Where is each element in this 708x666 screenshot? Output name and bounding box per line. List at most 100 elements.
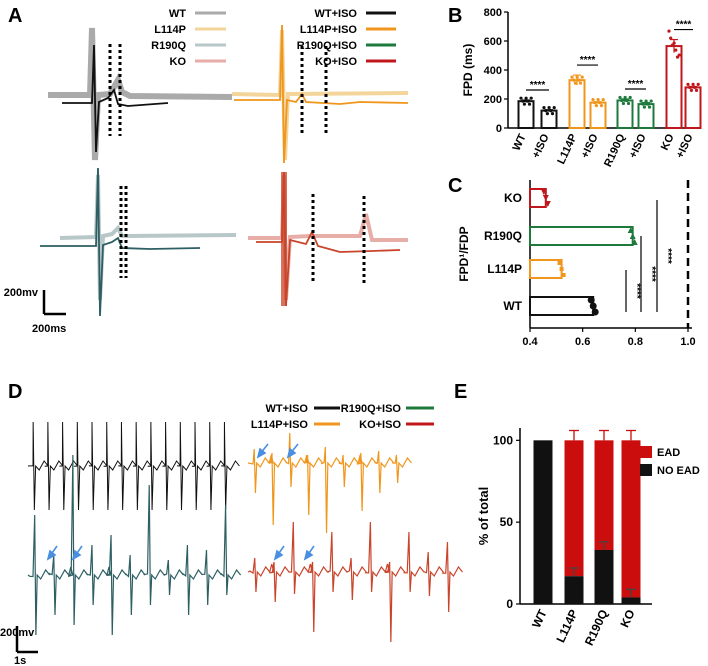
scalebar-d-voltage: 200mv (0, 627, 35, 639)
chart-c-point (631, 239, 638, 245)
chart-c-point (629, 233, 636, 239)
chart-b-point (625, 98, 629, 103)
chart-b-xtick-label: +ISO (530, 132, 552, 160)
chart-b-xtick-label: WT (511, 132, 529, 153)
scalebar-d-time: 1s (14, 655, 26, 666)
chart-b-point (667, 29, 671, 33)
chart-b-ytick-label: 600 (484, 36, 502, 48)
chart-b-bar (568, 79, 586, 129)
trace-wt (48, 27, 233, 161)
chart-b-point (547, 106, 551, 110)
chart-b-point (526, 99, 530, 103)
chart-e-bar-noead (621, 597, 641, 604)
chart-b-point (677, 53, 681, 57)
legend-a-ko: KO (170, 56, 187, 68)
panel-d-traces: WT+ISO L114P+ISO R190Q+ISO KO+ISO (0, 403, 463, 666)
ead-arrow-head (286, 447, 297, 459)
chart-b-bar (665, 45, 683, 130)
chart-c: 0.4 0.6 0.8 1.0 FPD¹/FDP KO R190Q L114P WT **** **… (457, 180, 696, 348)
trace-d-l114p-iso (247, 432, 412, 534)
chart-b-point (572, 78, 576, 82)
chart-b-point (689, 88, 694, 92)
chart-b-ytick-label: 400 (484, 65, 502, 77)
chart-b-point (577, 78, 581, 82)
chart-b-point (601, 98, 605, 102)
chart-b-point (527, 102, 532, 106)
chart-c-point (540, 189, 547, 195)
chart-b-point (621, 101, 626, 106)
chart-c-point (591, 308, 599, 316)
ead-arrows (46, 443, 315, 561)
chart-c-point (557, 261, 562, 265)
chart-c-bar (529, 226, 634, 246)
chart-e-xtick-label: L114P (553, 607, 580, 644)
ead-arrow-head (71, 549, 82, 561)
chart-e-bar-noead (564, 576, 584, 604)
chart-c-point (587, 296, 595, 304)
legend-a-r190q: R190Q (151, 40, 186, 52)
chart-b-ytick-label: 0 (496, 123, 502, 135)
chart-b-point (598, 101, 602, 105)
chart-b-point (542, 106, 546, 110)
trace-d-ko-iso (247, 521, 463, 643)
chart-c-bar (529, 259, 563, 279)
legend-d-ko-iso: KO+ISO (359, 419, 401, 431)
ead-arrow-head (256, 447, 267, 459)
ead-arrow-head (273, 549, 284, 561)
chart-c-sig-label: **** (631, 283, 642, 299)
chart-b-point (524, 96, 528, 100)
chart-b-point (570, 75, 574, 79)
chart-b-sig-label: **** (676, 20, 692, 31)
chart-e-xtick-label: R190Q (582, 607, 611, 647)
chart-b-bar (616, 99, 634, 129)
legend-a-l114p-iso: L114P+ISO (300, 24, 358, 36)
panel-a-traces: WT L114P R190Q KO WT+ISO L114P+ISO R190Q… (4, 8, 409, 335)
chart-b-point (550, 112, 555, 116)
chart-b-point (599, 104, 604, 108)
chart-c-point (561, 273, 566, 277)
chart-b-point (529, 96, 533, 100)
trace-wt-iso (62, 44, 169, 153)
chart-e: 0 50 100 % of total WT L114P R190Q KO EAD NO EAD (476, 428, 700, 648)
chart-c-xtick-label: 0.6 (575, 336, 590, 348)
chart-e-bar-ead (564, 440, 584, 577)
chart-b-ylabel: FPD (ms) (461, 44, 475, 97)
trace-l114p-iso (234, 24, 409, 164)
chart-c-xtick-label: 0.4 (522, 336, 538, 348)
chart-b-point (594, 104, 599, 108)
ead-arrow-head (303, 549, 314, 561)
chart-b-point (674, 48, 678, 52)
trace-d-r190q-iso (27, 454, 242, 636)
chart-b-point (672, 41, 676, 45)
chart-c-point (589, 302, 597, 310)
chart-e-xtick-label: WT (529, 607, 550, 630)
chart-c-bar (529, 296, 595, 316)
chart-b-point (522, 102, 527, 106)
legend-a: WT L114P R190Q KO WT+ISO L114P+ISO R190Q… (151, 8, 396, 68)
chart-b-point (641, 102, 645, 106)
legend-a-wt: WT (169, 8, 186, 20)
chart-b-point (688, 85, 692, 89)
chart-b-point (519, 96, 523, 100)
panel-label-b: B (448, 5, 462, 27)
chart-b-point (521, 99, 525, 103)
ead-arrow-head (46, 549, 57, 561)
chart-e-xtick-label: KO (617, 607, 637, 629)
chart-b-point (626, 101, 631, 106)
chart-c-sig-label: **** (662, 248, 673, 264)
chart-c-point (559, 267, 564, 271)
chart-b-point (628, 95, 632, 100)
chart-b-point (694, 88, 699, 92)
chart-e-ytick-label: 100 (493, 433, 513, 447)
chart-c-ytick-label: R190Q (484, 229, 522, 243)
chart-e-bar-noead (594, 549, 614, 604)
chart-b-point (544, 109, 548, 113)
chart-b-bar (517, 100, 535, 130)
chart-b-xtick-label: +ISO (627, 132, 649, 160)
chart-b-point (646, 102, 650, 106)
chart-e-legend-noead-swatch (640, 464, 652, 476)
chart-e-bar-ead (621, 440, 641, 598)
chart-e-bar-ead (594, 440, 614, 550)
